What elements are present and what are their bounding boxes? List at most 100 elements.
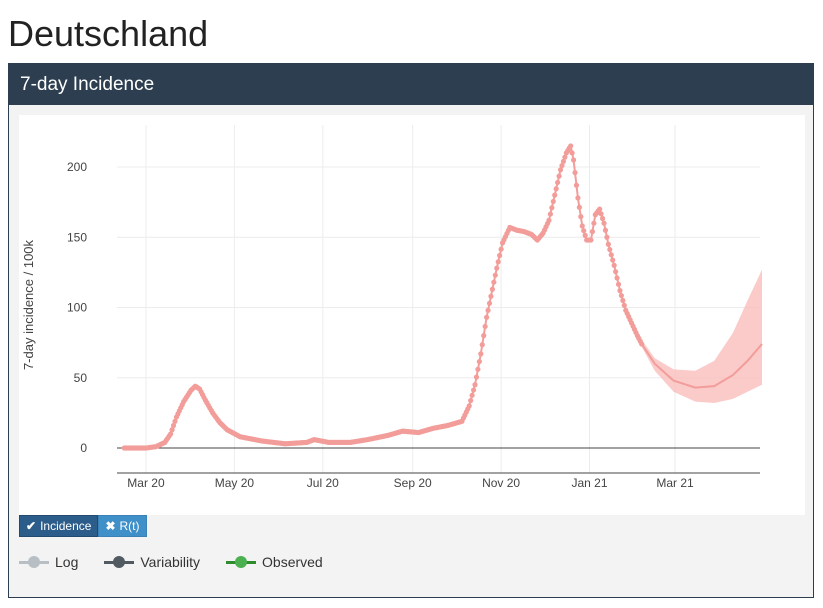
variability-toggle-icon — [104, 556, 135, 568]
observed-point — [576, 204, 582, 210]
observed-point — [479, 342, 485, 348]
observed-point — [481, 333, 487, 339]
observed-point — [172, 418, 178, 424]
observed-point — [550, 198, 556, 205]
observed-point — [591, 220, 597, 226]
forecast-band — [641, 269, 762, 404]
observed-point — [497, 252, 503, 259]
observed-point — [607, 246, 613, 253]
legend-item-log[interactable]: Log — [19, 554, 78, 570]
y-axis-label: 7-day incidence / 100k — [21, 239, 36, 370]
incidence-chart[interactable]: Mar 20 May 20 Jul 20 Sep 20 Nov 20 Jan 21 Mar … — [19, 115, 805, 515]
observed-point — [486, 300, 493, 306]
x-tick-label: Mar 21 — [656, 476, 694, 490]
observed-point — [492, 272, 498, 278]
observed-point — [573, 182, 580, 188]
x-tick-label: Jul 20 — [307, 476, 339, 490]
observed-point — [559, 162, 565, 169]
observed-point — [489, 286, 496, 292]
observed-line — [124, 143, 643, 449]
check-icon: ✔ — [26, 519, 37, 533]
observed-point — [618, 292, 625, 299]
legend: Log Variability Observed — [19, 554, 323, 570]
close-icon: ✖ — [105, 519, 116, 533]
observed-point — [613, 269, 619, 275]
incidence-panel: 7-day Incidence Mar 20 May 20 Jul 20 Sep 20… — [8, 63, 814, 598]
forecast-median-line — [640, 343, 763, 389]
observed-point — [578, 214, 584, 220]
observed-point — [549, 205, 555, 211]
legend-label-log: Log — [55, 554, 79, 570]
observed-point — [494, 265, 500, 271]
observed-point — [498, 246, 504, 252]
y-tick-label: 150 — [67, 230, 87, 244]
page-title: Deutschland — [8, 13, 209, 54]
observed-point — [620, 297, 626, 304]
legend-item-observed[interactable]: Observed — [226, 554, 323, 570]
observed-point — [470, 387, 477, 393]
observed-point — [569, 150, 575, 156]
tab-rt[interactable]: ✖ R(t) — [98, 515, 147, 537]
tab-incidence[interactable]: ✔ Incidence — [19, 515, 99, 537]
observed-point — [589, 229, 596, 235]
y-tick-label: 50 — [74, 371, 88, 385]
y-tick-label: 0 — [80, 441, 87, 455]
observed-point — [572, 170, 578, 176]
chart-svg[interactable]: Mar 20 May 20 Jul 20 Sep 20 Nov 20 Jan 21 Mar … — [19, 115, 805, 515]
observed-point — [555, 179, 561, 186]
observed-point — [579, 223, 585, 229]
observed-point — [552, 192, 558, 198]
observed-point — [485, 307, 491, 313]
panel-header: 7-day Incidence — [9, 64, 813, 105]
observed-toggle-icon — [226, 556, 257, 568]
observed-point — [491, 279, 497, 285]
observed-point — [472, 382, 478, 388]
observed-point — [598, 211, 604, 217]
observed-point — [610, 257, 616, 263]
x-tick-label: Mar 20 — [127, 476, 165, 490]
observed-point — [557, 167, 564, 173]
tab-rt-label: R(t) — [119, 519, 140, 533]
observed-point — [605, 241, 611, 247]
observed-point — [617, 288, 623, 294]
observed-point — [614, 275, 620, 281]
observed-point — [639, 341, 645, 347]
observed-point — [495, 259, 501, 265]
observed-point — [469, 392, 475, 398]
legend-label-observed: Observed — [262, 554, 323, 570]
observed-point — [608, 252, 614, 258]
observed-point — [597, 206, 603, 212]
observed-point — [466, 403, 472, 409]
observed-point — [169, 427, 175, 433]
y-tick-label: 100 — [67, 301, 87, 315]
x-tick-label: Jan 21 — [572, 476, 608, 490]
observed-point — [615, 281, 622, 287]
observed-point — [476, 358, 482, 365]
observed-point — [473, 374, 480, 380]
observed-point — [546, 217, 552, 223]
observed-point — [575, 195, 581, 201]
observed-point — [599, 215, 606, 222]
observed-point — [547, 211, 553, 217]
x-tick-label: Nov 20 — [482, 476, 520, 490]
x-tick-label: May 20 — [215, 476, 255, 490]
observed-point — [468, 397, 474, 404]
observed-point — [582, 232, 588, 238]
observed-point — [588, 237, 594, 243]
observed-point — [488, 293, 494, 299]
observed-point — [570, 157, 577, 163]
observed-point — [581, 228, 587, 234]
y-tick-label: 200 — [67, 160, 87, 174]
observed-point — [604, 234, 610, 240]
observed-point — [170, 422, 177, 429]
legend-label-variability: Variability — [140, 554, 201, 570]
observed-point — [478, 351, 484, 357]
tab-incidence-label: Incidence — [40, 519, 92, 533]
observed-point — [611, 262, 617, 268]
observed-point — [568, 143, 574, 149]
legend-item-variability[interactable]: Variability — [104, 554, 200, 570]
observed-point — [560, 158, 567, 164]
log-toggle-icon — [19, 556, 49, 568]
observed-point — [621, 302, 627, 308]
x-tick-label: Sep 20 — [394, 476, 432, 490]
